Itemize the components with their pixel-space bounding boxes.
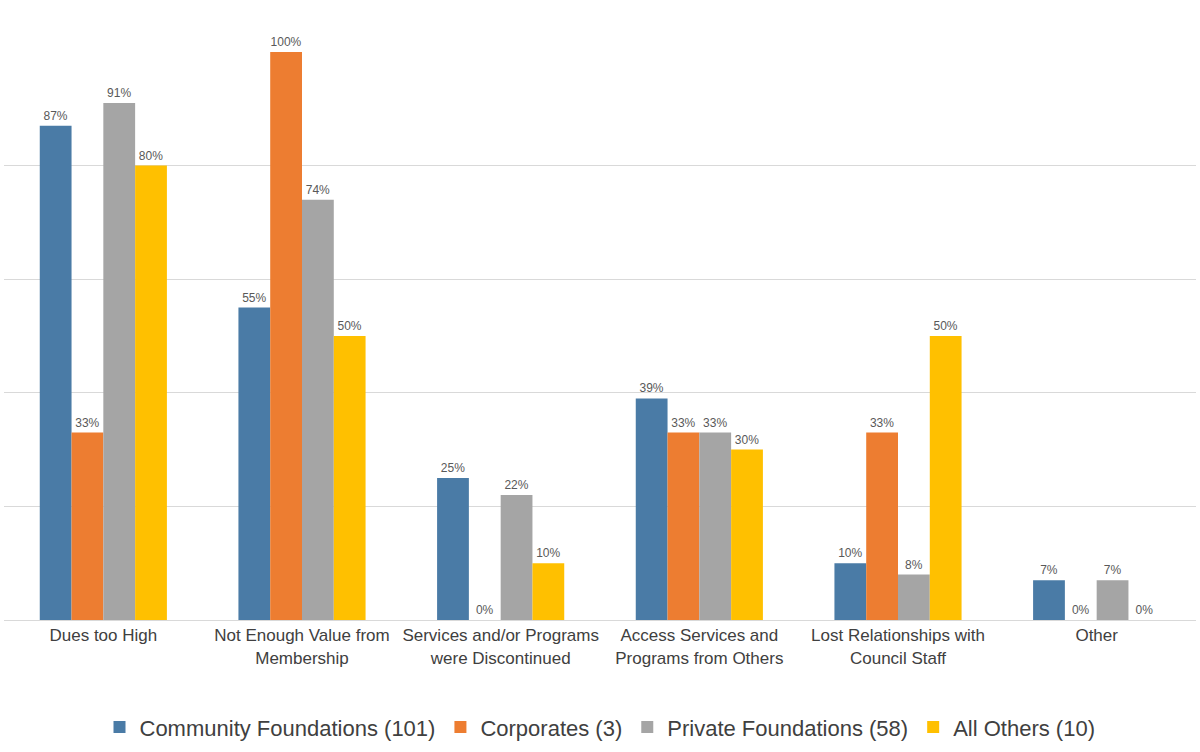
svg-text:10%: 10% <box>536 546 560 560</box>
svg-text:0%: 0% <box>1136 603 1154 617</box>
svg-text:Other: Other <box>1075 626 1118 645</box>
svg-text:33%: 33% <box>671 416 695 430</box>
svg-text:Access Services andPrograms fr: Access Services andPrograms from Others <box>615 626 783 667</box>
svg-text:Corporates (3): Corporates (3) <box>480 716 622 741</box>
svg-text:10%: 10% <box>838 546 862 560</box>
svg-text:50%: 50% <box>338 319 362 333</box>
svg-text:33%: 33% <box>703 416 727 430</box>
svg-text:25%: 25% <box>441 461 465 475</box>
svg-text:91%: 91% <box>107 86 131 100</box>
svg-text:Community Foundations (101): Community Foundations (101) <box>140 716 436 741</box>
svg-text:Private Foundations (58): Private Foundations (58) <box>667 716 908 741</box>
svg-text:8%: 8% <box>905 558 923 572</box>
svg-text:74%: 74% <box>306 183 330 197</box>
svg-text:22%: 22% <box>504 478 528 492</box>
svg-text:0%: 0% <box>476 603 494 617</box>
svg-text:30%: 30% <box>735 433 759 447</box>
svg-text:7%: 7% <box>1104 563 1122 577</box>
svg-text:0%: 0% <box>1072 603 1090 617</box>
svg-text:50%: 50% <box>934 319 958 333</box>
svg-text:87%: 87% <box>43 109 67 123</box>
svg-text:80%: 80% <box>139 149 163 163</box>
svg-text:Not Enough Value fromMembershi: Not Enough Value fromMembership <box>214 626 389 667</box>
svg-text:55%: 55% <box>242 291 266 305</box>
svg-text:Services and/or Programswere D: Services and/or Programswere Discontinue… <box>402 626 599 667</box>
svg-text:39%: 39% <box>639 381 663 395</box>
svg-text:All Others (10): All Others (10) <box>953 716 1095 741</box>
svg-text:Dues too High: Dues too High <box>49 626 157 645</box>
svg-text:7%: 7% <box>1040 563 1058 577</box>
svg-text:100%: 100% <box>271 35 302 49</box>
svg-text:Lost Relationships withCouncil: Lost Relationships withCouncil Staff <box>811 626 985 667</box>
svg-text:33%: 33% <box>870 416 894 430</box>
svg-text:33%: 33% <box>75 416 99 430</box>
